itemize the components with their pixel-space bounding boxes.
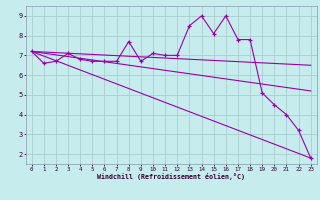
X-axis label: Windchill (Refroidissement éolien,°C): Windchill (Refroidissement éolien,°C): [97, 173, 245, 180]
